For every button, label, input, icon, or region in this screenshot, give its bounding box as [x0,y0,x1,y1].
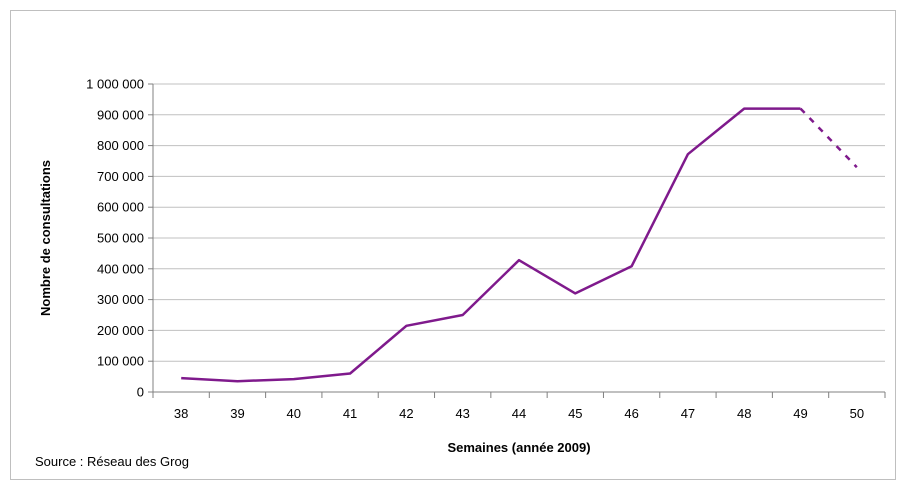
gridlines [153,83,885,362]
y-tick-label: 400 000 [97,261,144,276]
x-tick-label: 38 [174,406,188,421]
projected-series-line [799,107,858,169]
x-tick-label: 44 [512,406,526,421]
chart-frame [10,10,896,480]
y-tick-label: 1 000 000 [86,77,144,92]
x-tick-label: 43 [455,406,469,421]
x-tick-label: 41 [343,406,357,421]
x-tick-label: 48 [737,406,751,421]
x-tick-label: 42 [399,406,413,421]
y-tick-label: 900 000 [97,107,144,122]
x-tick-label: 40 [287,406,301,421]
series-line [181,107,801,383]
x-tick-label: 47 [681,406,695,421]
series [181,107,858,383]
y-tick-label: 800 000 [97,138,144,153]
axes: 0 100 000 200 000 300 000 400 000 500 000 600 … [86,77,886,421]
y-tick-label: 500 000 [97,231,144,246]
x-tick-label: 45 [568,406,582,421]
x-axis-title: Semaines (année 2009) [447,440,590,455]
y-tick-label: 0 [137,385,144,400]
x-tick-label: 49 [793,406,807,421]
y-tick-label: 100 000 [97,354,144,369]
y-tick-label: 600 000 [97,200,144,215]
y-tick-label: 200 000 [97,323,144,338]
y-tick-label: 700 000 [97,169,144,184]
x-tick-label: 50 [850,406,864,421]
y-tick-label: 300 000 [97,292,144,307]
x-tick-label: 46 [624,406,638,421]
x-tick-label: 39 [230,406,244,421]
y-axis-title: Nombre de consultations [38,160,53,316]
source-note: Source : Réseau des Grog [35,454,189,469]
